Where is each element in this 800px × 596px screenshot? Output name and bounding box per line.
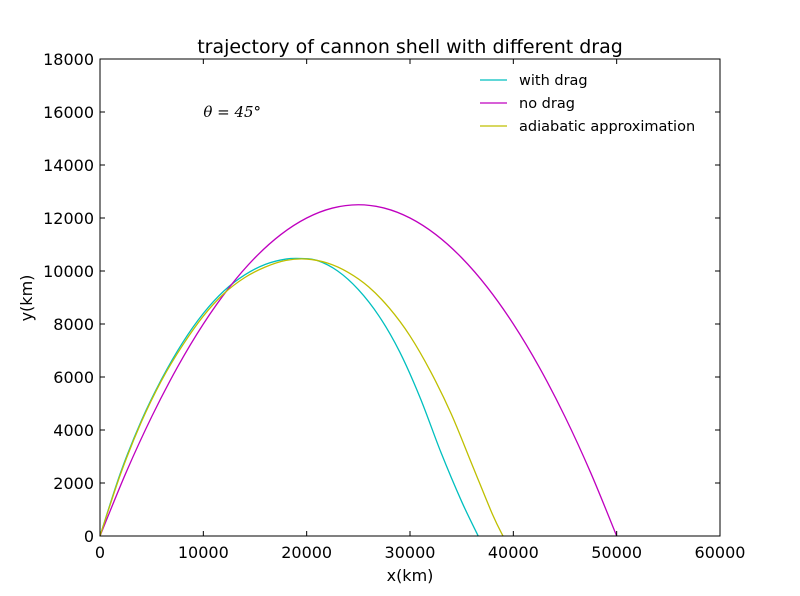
series-layer [99, 204, 618, 537]
x-tick-label: 40000 [488, 543, 539, 562]
legend-entry: adiabatic approximation [519, 119, 695, 135]
series-line-with-drag [99, 257, 479, 537]
series-line-adiabatic-approximation [99, 258, 504, 537]
x-tick-label: 20000 [281, 543, 332, 562]
ticks-layer: 0 10000 20000 30000 40000 50000 60000 0 2000 4000… [43, 50, 745, 562]
legend-entry: no drag [519, 96, 575, 112]
chart-title: trajectory of cannon shell with differen… [197, 36, 623, 58]
y-tick-label: 12000 [43, 209, 94, 228]
y-tick-label: 10000 [43, 262, 94, 281]
x-tick-label: 30000 [385, 543, 436, 562]
x-axis-label: x(km) [387, 566, 434, 585]
theta-annotation: θ = 45° [203, 103, 261, 121]
legend-entry: with drag [519, 73, 588, 89]
y-tick-label: 6000 [53, 368, 94, 387]
y-tick-label: 2000 [53, 474, 94, 493]
y-tick-label: 8000 [53, 315, 94, 334]
y-tick-label: 0 [84, 527, 94, 546]
legend: with drag no drag adiabatic approximation [480, 73, 695, 135]
series-line-no-drag [99, 204, 618, 537]
y-axis-label: y(km) [17, 275, 36, 322]
y-tick-label: 14000 [43, 156, 94, 175]
x-tick-label: 60000 [695, 543, 746, 562]
y-tick-label: 18000 [43, 50, 94, 69]
y-tick-label: 4000 [53, 421, 94, 440]
x-tick-label: 50000 [591, 543, 642, 562]
y-tick-label: 16000 [43, 103, 94, 122]
x-tick-label: 10000 [178, 543, 229, 562]
x-tick-label: 0 [95, 543, 105, 562]
